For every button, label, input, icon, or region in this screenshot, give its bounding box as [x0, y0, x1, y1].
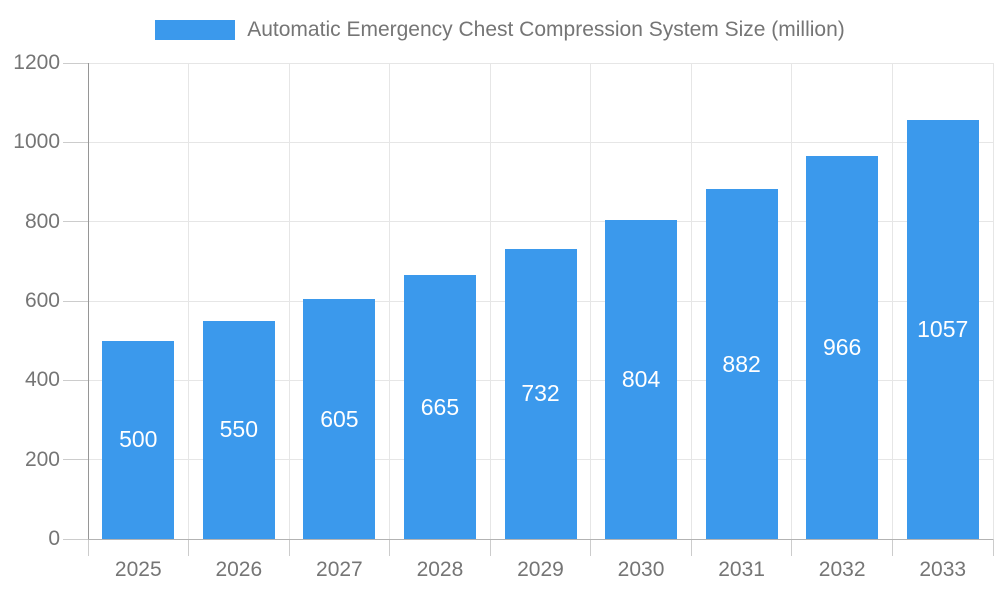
y-axis-tick — [63, 538, 88, 540]
x-axis-tick — [87, 539, 89, 556]
x-axis-label: 2027 — [316, 558, 363, 581]
y-axis-line — [87, 63, 89, 540]
x-gridline — [891, 63, 893, 539]
bar-value-label: 605 — [320, 405, 359, 432]
y-axis-tick — [63, 221, 88, 223]
bar[interactable]: 1057 — [906, 119, 979, 539]
y-gridline — [88, 62, 993, 64]
bar-value-label: 966 — [822, 333, 862, 360]
y-axis-tick — [63, 379, 88, 381]
y-axis-label: 0 — [48, 527, 60, 550]
x-gridline — [590, 63, 592, 539]
y-axis-tick — [63, 141, 88, 143]
x-gridline — [288, 63, 290, 539]
bar-value-label: 665 — [420, 393, 460, 420]
x-gridline — [992, 63, 994, 539]
bar-value-label: 550 — [219, 416, 259, 443]
y-axis-tick — [63, 62, 88, 64]
bar[interactable]: 966 — [806, 155, 879, 539]
x-axis-label: 2030 — [617, 558, 665, 581]
bar[interactable]: 605 — [303, 299, 376, 539]
x-axis-tick — [489, 539, 491, 556]
x-axis-tick — [791, 539, 793, 556]
bar-value-label: 804 — [621, 366, 661, 393]
chart-legend[interactable]: Automatic Emergency Chest Compression Sy… — [0, 16, 1000, 44]
bar[interactable]: 882 — [705, 189, 778, 539]
x-axis-label: 2031 — [718, 558, 765, 581]
y-axis-label: 400 — [24, 368, 60, 392]
x-gridline — [188, 63, 190, 539]
y-axis-label: 800 — [24, 209, 60, 233]
y-gridline — [88, 221, 993, 223]
y-axis-tick — [63, 300, 88, 302]
x-axis-tick — [690, 539, 692, 556]
x-axis-tick — [891, 539, 893, 556]
x-axis-tick — [188, 539, 190, 556]
x-axis-label: 2033 — [919, 558, 967, 581]
bar-value-label: 1057 — [917, 315, 969, 342]
x-gridline — [489, 63, 491, 539]
x-axis-label: 2026 — [215, 558, 263, 581]
x-axis-tick — [992, 539, 994, 556]
bar[interactable]: 550 — [202, 320, 275, 539]
x-gridline — [389, 63, 391, 539]
bar[interactable]: 804 — [605, 220, 678, 539]
y-axis-label: 1000 — [13, 130, 60, 154]
legend-color-swatch — [155, 20, 236, 40]
x-axis-tick — [389, 539, 391, 556]
x-axis-label: 2025 — [114, 558, 162, 581]
y-axis-tick — [63, 459, 88, 461]
x-axis-tick — [590, 539, 592, 556]
bar-value-label: 500 — [119, 426, 158, 453]
bar[interactable]: 665 — [403, 275, 476, 539]
y-gridline — [88, 141, 993, 143]
y-axis-label: 600 — [24, 289, 60, 312]
x-axis-label: 2028 — [416, 558, 464, 581]
y-axis-label: 200 — [24, 447, 60, 471]
x-gridline — [690, 63, 692, 539]
x-axis-line — [88, 538, 993, 540]
x-gridline — [791, 63, 793, 539]
bar-value-label: 732 — [521, 380, 560, 407]
x-axis-label: 2029 — [517, 558, 564, 581]
bar[interactable]: 500 — [102, 340, 175, 539]
y-axis-label: 1200 — [13, 51, 60, 74]
x-axis-tick — [288, 539, 290, 556]
bar[interactable]: 732 — [504, 248, 577, 539]
bar-value-label: 882 — [722, 350, 761, 377]
x-axis-label: 2032 — [818, 558, 866, 581]
legend-label: Automatic Emergency Chest Compression Sy… — [247, 18, 845, 41]
